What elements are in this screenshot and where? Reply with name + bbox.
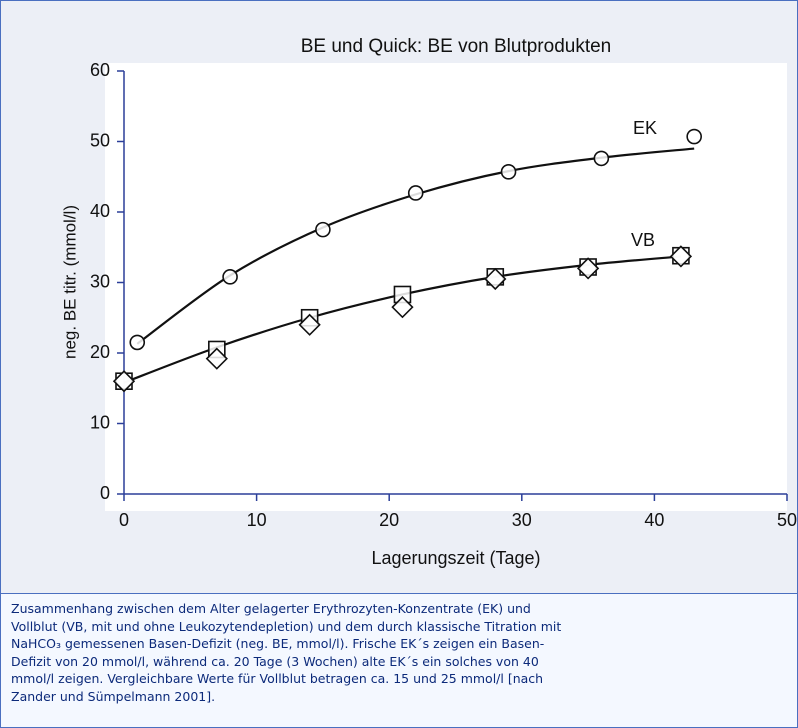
x-axis-label: Lagerungszeit (Tage) bbox=[371, 548, 540, 568]
chart-title: BE und Quick: BE von Blutprodukten bbox=[301, 36, 612, 57]
x-tick-label: 20 bbox=[379, 510, 399, 530]
diamond-marker bbox=[298, 313, 321, 336]
diamond-marker bbox=[205, 347, 228, 370]
x-tick-label: 0 bbox=[119, 510, 129, 530]
plot-area bbox=[105, 63, 787, 511]
series-label: EK bbox=[633, 118, 657, 138]
diamond-marker bbox=[391, 296, 414, 319]
y-tick-label: 30 bbox=[90, 271, 110, 291]
y-tick-label: 10 bbox=[90, 412, 110, 432]
caption-line: Vollblut (VB, mit und ohne Leukozytendep… bbox=[11, 618, 562, 634]
diamond-marker bbox=[484, 267, 507, 291]
caption-line: Zusammenhang zwischen dem Alter gelagert… bbox=[11, 601, 531, 616]
caption-line: NaHCO₃ gemessenen Basen-Defizit (neg. BE… bbox=[11, 636, 545, 651]
diamond-marker bbox=[112, 370, 136, 393]
circle-marker bbox=[222, 269, 238, 285]
circle-marker bbox=[129, 334, 146, 351]
y-axis-label: neg. BE titr. (mmol/l) bbox=[60, 205, 79, 359]
caption-line: Zander und Sümpelmann 2001]. bbox=[11, 688, 216, 704]
circle-marker bbox=[593, 150, 610, 167]
y-tick-label: 60 bbox=[90, 60, 110, 80]
caption: Zusammenhang zwischen dem Alter gelagert… bbox=[1, 593, 797, 727]
y-tick-label: 50 bbox=[90, 130, 110, 150]
diamond-marker bbox=[669, 245, 693, 268]
x-tick-label: 50 bbox=[777, 510, 797, 530]
caption-line: mmol/l zeigen. Vergleichbare Werte für V… bbox=[11, 671, 544, 686]
chart: BE und Quick: BE von Blutprodukten Lager… bbox=[60, 36, 797, 568]
x-tick-label: 30 bbox=[512, 510, 532, 530]
y-tick-label: 40 bbox=[90, 201, 110, 221]
y-tick-label: 0 bbox=[100, 483, 110, 503]
x-tick-label: 40 bbox=[644, 510, 664, 530]
circle-marker bbox=[407, 185, 424, 201]
y-tick-label: 20 bbox=[90, 342, 110, 362]
caption-line: Defizit von 20 mmol/l, während ca. 20 Ta… bbox=[11, 653, 539, 669]
circle-marker bbox=[686, 128, 702, 145]
series-label: VB bbox=[631, 230, 655, 250]
circle-marker bbox=[315, 221, 331, 238]
x-tick-label: 10 bbox=[247, 510, 267, 530]
circle-marker bbox=[500, 164, 517, 180]
diamond-marker bbox=[576, 257, 600, 280]
